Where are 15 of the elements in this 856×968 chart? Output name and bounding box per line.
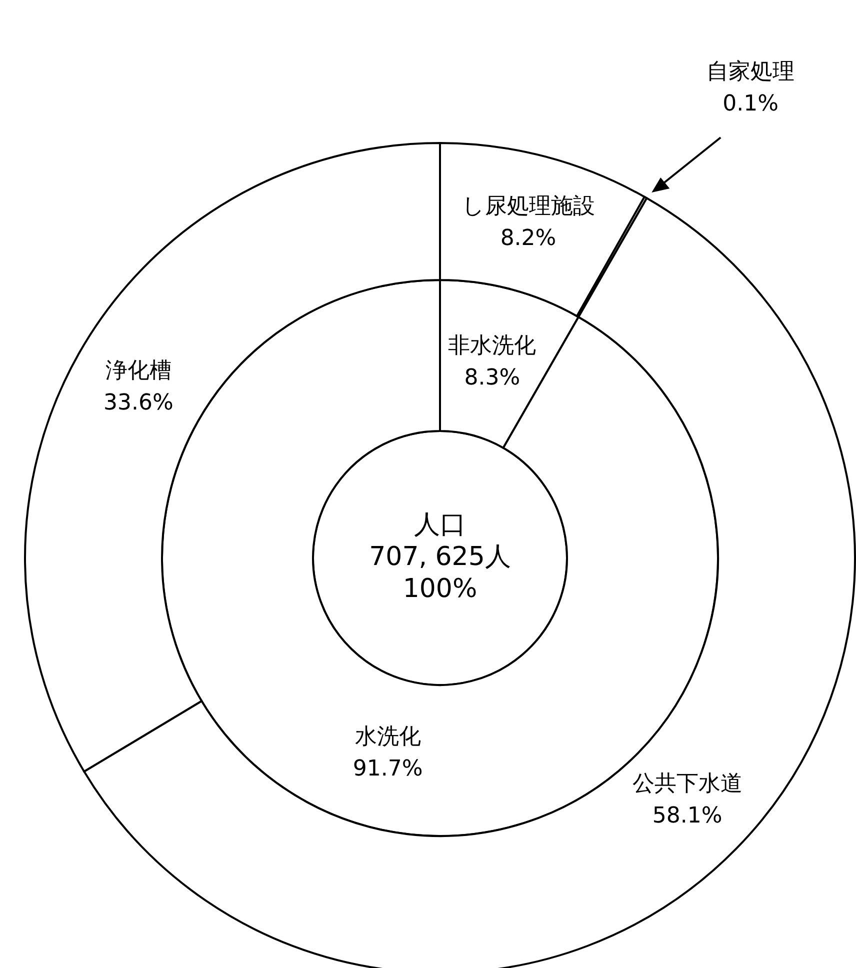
data-label: 33.6% [104,390,174,416]
slice-label: し尿処理施設 [462,194,595,219]
slice-label: 自家処理 [706,60,795,85]
data-label: 91.7% [352,756,423,782]
slice-label: 非水洗化 [448,333,536,358]
slice-label: 公共下水道 [632,772,742,797]
data-label: 8.2% [500,226,556,251]
slice-label: 人口 [414,510,466,540]
data-label: 0.1% [722,92,779,117]
slice-label: 浄化槽 [105,358,172,384]
data-label: 100% [402,574,478,604]
data-label: 8.3% [464,365,520,390]
slice-label: 水洗化 [354,724,421,750]
text: 707, 625人 [369,542,511,572]
data-label: 58.1% [652,804,722,829]
